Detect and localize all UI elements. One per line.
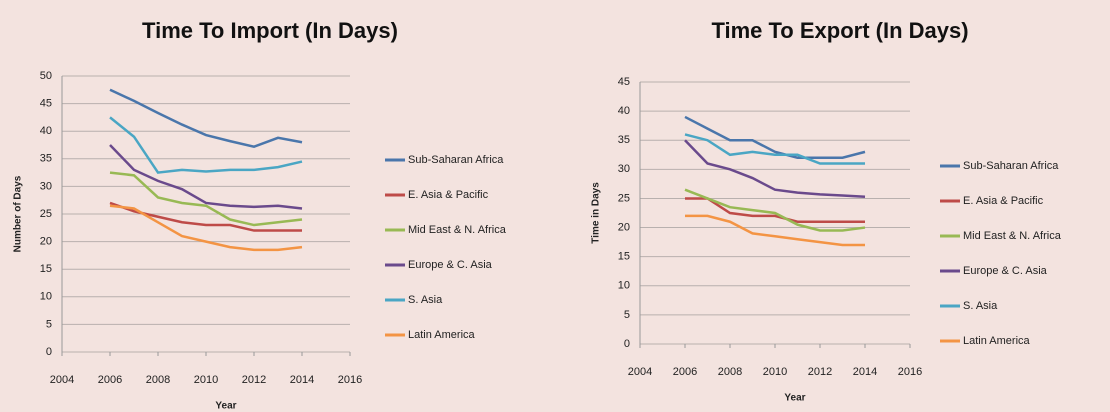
x-tick-label: 2010 <box>763 366 787 378</box>
x-tick-label: 2012 <box>242 374 266 386</box>
series-line <box>109 116 303 174</box>
x-axis-title: Year <box>784 393 805 404</box>
y-tick-label: 45 <box>40 98 52 110</box>
x-tick-label: 2006 <box>673 366 697 378</box>
y-axis-title: Time in Days <box>591 182 602 244</box>
x-tick-label: 2006 <box>98 374 122 386</box>
x-tick-label: 2008 <box>146 374 170 386</box>
series-line <box>684 188 866 232</box>
chart-title: Time To Import (In Days) <box>142 18 398 43</box>
legend-label: Mid East & N. Africa <box>963 230 1062 242</box>
legend-label: Latin America <box>408 329 476 341</box>
x-tick-label: 2004 <box>50 374 74 386</box>
series-line <box>685 197 865 223</box>
series-line <box>685 214 865 247</box>
x-tick-label: 2008 <box>718 366 742 378</box>
y-tick-label: 0 <box>46 346 52 358</box>
x-tick-label: 2012 <box>808 366 832 378</box>
legend-label: E. Asia & Pacific <box>408 189 489 201</box>
y-tick-label: 10 <box>618 280 630 292</box>
x-tick-label: 2010 <box>194 374 218 386</box>
series-line <box>109 204 303 252</box>
y-tick-label: 25 <box>618 192 630 204</box>
legend-label: E. Asia & Pacific <box>963 195 1044 207</box>
legend-label: S. Asia <box>408 294 443 306</box>
y-axis-title: Number of Days <box>13 175 24 252</box>
legend-label: Mid East & N. Africa <box>408 224 507 236</box>
series-line <box>109 88 303 148</box>
series-line <box>684 139 866 198</box>
y-tick-label: 5 <box>46 318 52 330</box>
y-tick-label: 15 <box>40 263 52 275</box>
y-tick-label: 20 <box>40 236 52 248</box>
y-tick-label: 15 <box>618 251 630 263</box>
series-line <box>684 133 865 165</box>
legend-label: Sub-Saharan Africa <box>963 160 1059 172</box>
x-tick-label: 2016 <box>898 366 922 378</box>
series-line <box>109 171 303 227</box>
legend-label: Latin America <box>963 335 1031 347</box>
y-tick-label: 50 <box>40 70 52 82</box>
y-tick-label: 40 <box>40 125 52 137</box>
y-tick-label: 45 <box>618 76 630 88</box>
series-line <box>684 115 866 159</box>
legend-label: S. Asia <box>963 300 998 312</box>
x-tick-label: 2016 <box>338 374 362 386</box>
y-tick-label: 25 <box>40 208 52 220</box>
y-tick-label: 0 <box>624 338 630 350</box>
legend-label: Europe & C. Asia <box>408 259 493 271</box>
x-tick-label: 2014 <box>853 366 877 378</box>
y-tick-label: 10 <box>40 291 52 303</box>
x-tick-label: 2014 <box>290 374 314 386</box>
legend-label: Europe & C. Asia <box>963 265 1048 277</box>
y-tick-label: 30 <box>40 180 52 192</box>
series-line <box>109 144 303 210</box>
y-tick-label: 30 <box>618 163 630 175</box>
chart-title: Time To Export (In Days) <box>711 18 968 43</box>
y-tick-label: 20 <box>618 221 630 233</box>
y-tick-label: 35 <box>40 153 52 165</box>
y-tick-label: 35 <box>618 134 630 146</box>
y-tick-label: 5 <box>624 309 630 321</box>
y-tick-label: 40 <box>618 105 630 117</box>
legend-label: Sub-Saharan Africa <box>408 154 504 166</box>
x-axis-title: Year <box>215 401 236 412</box>
x-tick-label: 2004 <box>628 366 652 378</box>
